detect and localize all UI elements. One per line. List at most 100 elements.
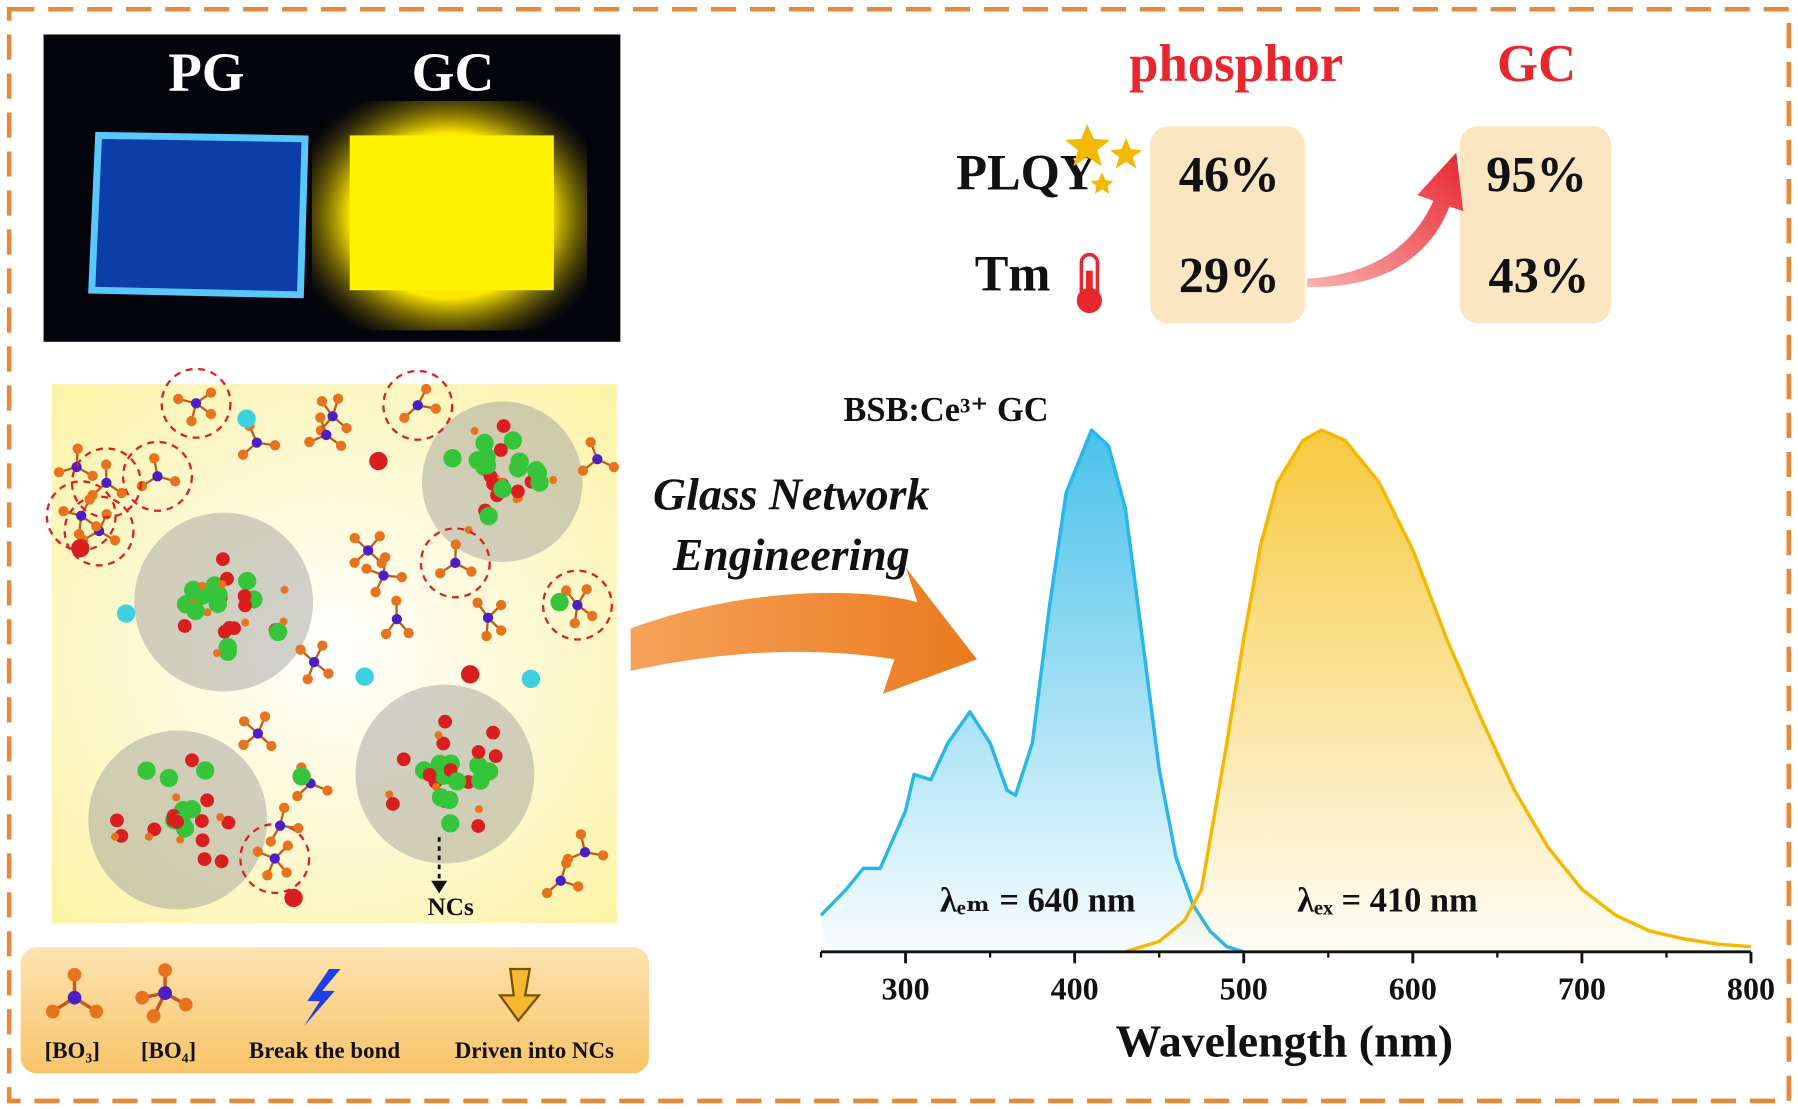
atom <box>237 571 257 591</box>
atom <box>430 403 441 414</box>
legend-bg <box>20 947 650 1074</box>
atom <box>470 426 479 435</box>
x-tick-label: 600 <box>1389 970 1437 1006</box>
atom <box>295 644 306 655</box>
atom <box>572 599 583 611</box>
atom <box>481 630 492 642</box>
atom <box>349 557 360 568</box>
atom <box>216 552 230 567</box>
bo4-icon <box>135 963 193 1023</box>
atom <box>200 793 215 808</box>
atom <box>508 459 528 478</box>
atom <box>292 790 303 802</box>
atom <box>259 711 271 722</box>
atom <box>587 610 598 622</box>
spectrum-chart: BSB:Ce³⁺ GC Wavelength (nm) λₑₘ = 640 nm… <box>819 391 1775 1066</box>
legend-label: Break the bond <box>249 1038 400 1063</box>
atom <box>293 823 304 834</box>
atom <box>302 674 313 685</box>
process-label: Engineering <box>672 529 910 580</box>
atom <box>412 400 423 411</box>
atom <box>218 642 237 661</box>
atom <box>482 612 494 623</box>
atom <box>577 465 589 476</box>
atom <box>391 595 402 606</box>
atom <box>438 714 452 729</box>
spectrum-line <box>1124 428 1752 954</box>
atom <box>391 613 403 625</box>
x-tick-label: 500 <box>1220 970 1268 1006</box>
atom <box>479 506 498 526</box>
cell: 95% <box>1486 147 1587 203</box>
atom <box>205 387 217 398</box>
atom <box>569 618 580 629</box>
atom <box>279 802 290 813</box>
x-tick-label: 400 <box>1051 970 1099 1006</box>
atom <box>441 814 460 833</box>
column-header: phosphor <box>1129 35 1343 93</box>
atom <box>332 393 344 404</box>
atom <box>193 586 212 605</box>
atom <box>477 456 497 475</box>
atom <box>349 532 360 544</box>
atom <box>238 598 252 613</box>
atom <box>169 476 181 487</box>
atom <box>72 443 83 454</box>
legend: [BO₃] [BO₄] Break the bond Driven into N… <box>20 947 650 1074</box>
legend-label: [BO₄] <box>141 1038 196 1063</box>
atom <box>374 531 385 542</box>
atom <box>469 756 488 775</box>
atom <box>561 858 572 869</box>
atom <box>269 440 281 451</box>
atom <box>268 622 288 642</box>
broken-bond-marker <box>239 822 311 895</box>
nc-pointer-head <box>431 880 448 894</box>
series-annotation: λₑₓ = 410 nm <box>1297 882 1478 920</box>
atom <box>116 487 127 499</box>
spectrum-line <box>819 428 1245 954</box>
atom <box>221 815 236 830</box>
atom <box>496 625 507 636</box>
atom <box>608 461 620 473</box>
atom <box>585 437 596 448</box>
cell: 46% <box>1179 147 1280 203</box>
broken-bond-marker <box>63 495 135 567</box>
atom <box>110 813 124 828</box>
ion <box>237 409 256 428</box>
atom <box>434 731 443 740</box>
atom <box>304 436 315 448</box>
atom <box>177 619 192 633</box>
atom <box>222 620 237 635</box>
atom <box>579 847 591 858</box>
atom <box>173 393 184 405</box>
atom <box>323 668 334 679</box>
atom <box>252 846 263 857</box>
value-box <box>1459 126 1612 324</box>
row-label: Tm <box>975 245 1051 301</box>
atom <box>436 736 451 751</box>
atom <box>71 461 82 473</box>
atom <box>403 627 414 639</box>
lightning-icon <box>303 969 341 1027</box>
atom <box>561 585 572 596</box>
ion <box>460 665 480 684</box>
atom <box>581 584 592 595</box>
atom <box>378 570 389 581</box>
atom <box>280 585 289 594</box>
star <box>1109 137 1143 169</box>
pg-sample <box>88 131 309 299</box>
atom <box>471 745 486 759</box>
atom <box>549 475 558 485</box>
atom <box>341 422 352 434</box>
atom <box>317 640 328 651</box>
atom <box>172 793 181 802</box>
atom <box>471 819 486 833</box>
atom <box>493 479 512 499</box>
atom <box>281 867 292 878</box>
process-label: Glass Network <box>653 468 930 519</box>
atom <box>399 412 410 424</box>
cell: 29% <box>1179 248 1280 304</box>
atom <box>195 833 210 848</box>
ion <box>116 604 136 623</box>
